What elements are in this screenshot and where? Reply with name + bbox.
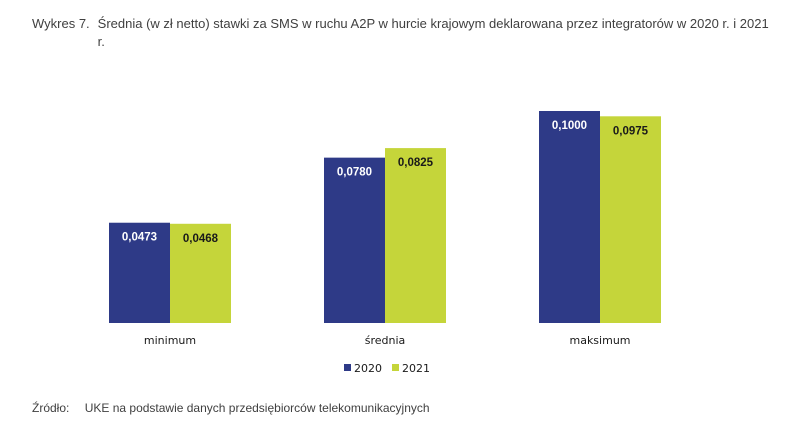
category-label: maksimum bbox=[569, 334, 630, 347]
figure-title: Średnia (w zł netto) stawki za SMS w ruc… bbox=[97, 16, 769, 49]
source-note: Źródło: UKE na podstawie danych przedsię… bbox=[32, 401, 430, 415]
bar-2021-1 bbox=[385, 148, 446, 323]
data-label: 0,0780 bbox=[337, 167, 372, 179]
category-label: średnia bbox=[365, 334, 406, 347]
legend-swatch-2021 bbox=[392, 364, 399, 371]
figure-caption: Wykres 7. Średnia (w zł netto) stawki za… bbox=[32, 15, 772, 51]
figure-number: Wykres 7. bbox=[32, 16, 90, 31]
data-label: 0,1000 bbox=[552, 120, 587, 132]
legend-label-2020: 2020 bbox=[354, 362, 382, 375]
legend-label-2021: 2021 bbox=[402, 362, 430, 375]
bar-2020-1 bbox=[324, 157, 385, 323]
bar-2020-0 bbox=[109, 222, 170, 323]
legend-swatch-2020 bbox=[344, 364, 351, 371]
data-label: 0,0473 bbox=[122, 232, 157, 244]
source-label: Źródło: bbox=[32, 401, 70, 415]
category-label: minimum bbox=[144, 334, 196, 347]
data-label: 0,0825 bbox=[398, 157, 434, 169]
data-label: 0,0975 bbox=[613, 125, 649, 137]
bar-2020-2 bbox=[539, 111, 600, 323]
source-text: UKE na podstawie danych przedsiębiorców … bbox=[84, 401, 430, 415]
bar-2021-2 bbox=[600, 116, 661, 323]
bar-2021-0 bbox=[170, 223, 231, 323]
data-label: 0,0468 bbox=[183, 233, 219, 245]
